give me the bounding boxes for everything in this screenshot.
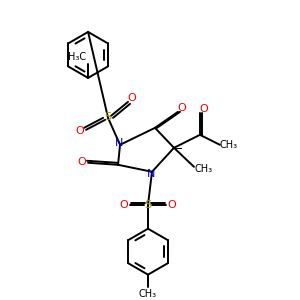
Text: O: O xyxy=(76,126,85,136)
Text: O: O xyxy=(120,200,128,210)
Text: N: N xyxy=(115,138,123,148)
Text: O: O xyxy=(78,157,86,167)
Text: S: S xyxy=(144,200,152,210)
Text: S: S xyxy=(104,112,112,122)
Text: O: O xyxy=(128,93,136,103)
Text: O: O xyxy=(178,103,186,113)
Text: O: O xyxy=(168,200,176,210)
Text: H₃C: H₃C xyxy=(68,52,86,62)
Text: N: N xyxy=(147,169,155,179)
Text: O: O xyxy=(200,104,208,114)
Text: CH₃: CH₃ xyxy=(139,289,157,298)
Text: CH₃: CH₃ xyxy=(220,140,238,150)
Text: CH₃: CH₃ xyxy=(195,164,213,174)
